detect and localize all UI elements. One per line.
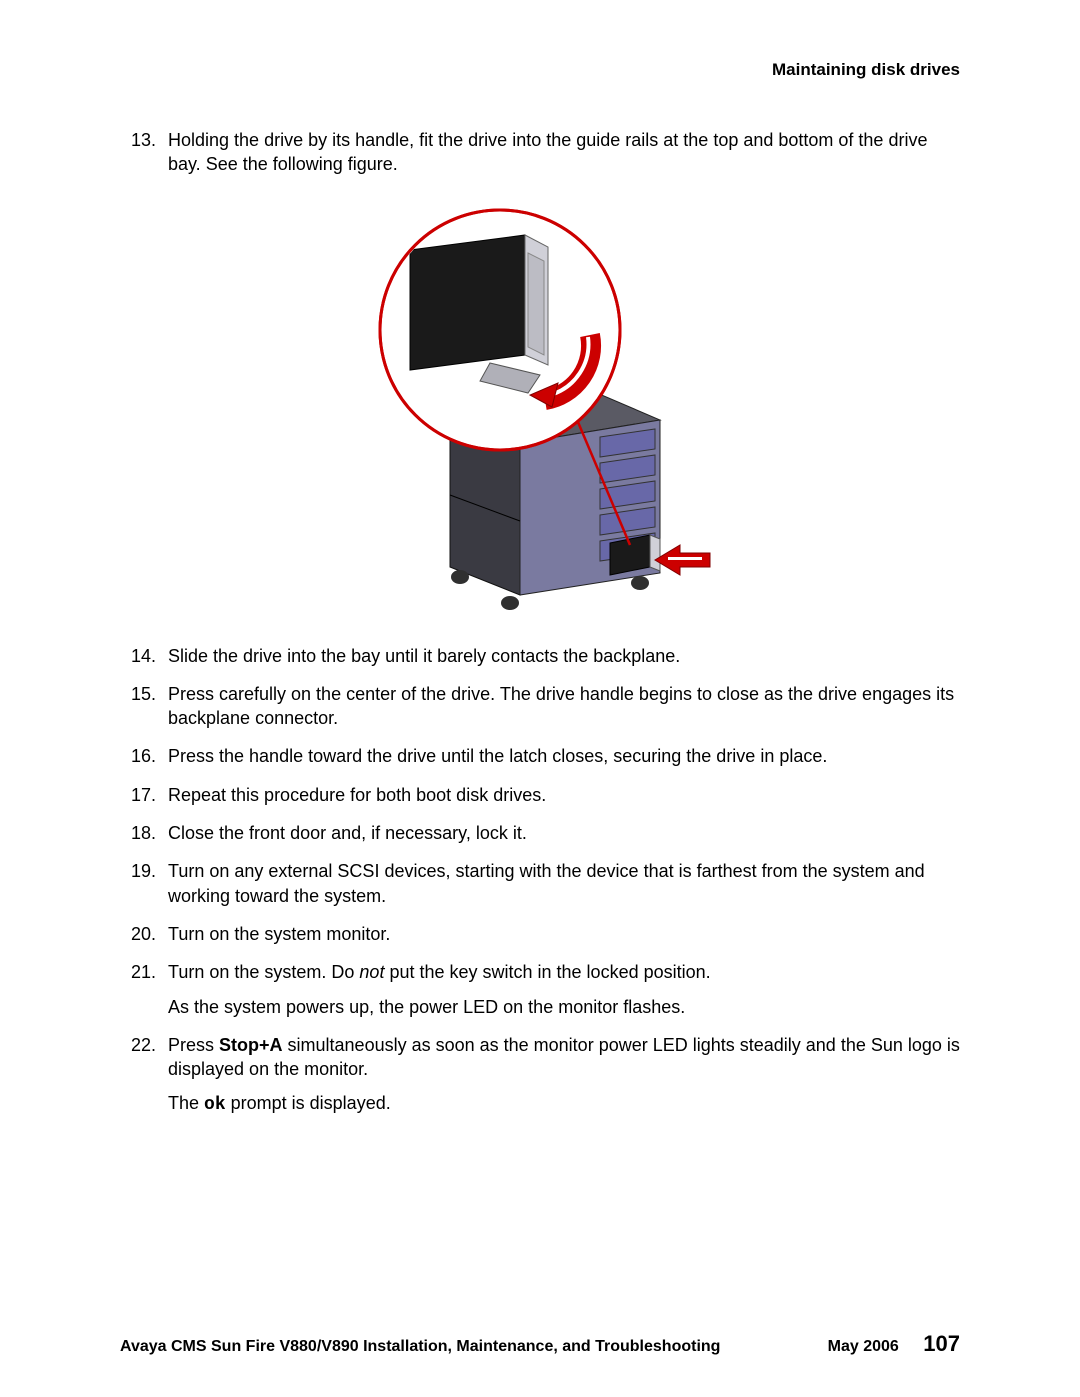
step-text: Press carefully on the center of the dri… bbox=[168, 682, 960, 731]
step-item: 20.Turn on the system monitor. bbox=[120, 922, 960, 946]
step-number: 19. bbox=[120, 859, 168, 908]
steps-list: 13.Holding the drive by its handle, fit … bbox=[120, 128, 960, 1118]
step-text: Press the handle toward the drive until … bbox=[168, 744, 960, 768]
figure-container bbox=[120, 195, 960, 620]
step-text: Turn on the system monitor. bbox=[168, 922, 960, 946]
step-number: 16. bbox=[120, 744, 168, 768]
section-header: Maintaining disk drives bbox=[120, 60, 960, 80]
step-number: 18. bbox=[120, 821, 168, 845]
step-number: 13. bbox=[120, 128, 168, 177]
step-item: 16.Press the handle toward the drive unt… bbox=[120, 744, 960, 768]
footer-page-number: 107 bbox=[923, 1331, 960, 1356]
document-page: Maintaining disk drives 13.Holding the d… bbox=[0, 0, 1080, 1397]
step-number: 14. bbox=[120, 644, 168, 668]
drive-install-figure bbox=[340, 195, 740, 615]
page-footer: Avaya CMS Sun Fire V880/V890 Installatio… bbox=[120, 1331, 960, 1357]
step-text: Holding the drive by its handle, fit the… bbox=[168, 128, 960, 177]
insert-arrow-icon bbox=[655, 545, 710, 575]
step-number: 17. bbox=[120, 783, 168, 807]
step-item: 18.Close the front door and, if necessar… bbox=[120, 821, 960, 845]
step-item: 14.Slide the drive into the bay until it… bbox=[120, 644, 960, 668]
step-item: 17.Repeat this procedure for both boot d… bbox=[120, 783, 960, 807]
step-number: 21. bbox=[120, 960, 168, 1019]
step-text: Press Stop+A simultaneously as soon as t… bbox=[168, 1033, 960, 1118]
footer-right: May 2006 107 bbox=[828, 1331, 960, 1357]
step-number: 20. bbox=[120, 922, 168, 946]
step-text: Repeat this procedure for both boot disk… bbox=[168, 783, 960, 807]
step-number: 22. bbox=[120, 1033, 168, 1118]
footer-date: May 2006 bbox=[828, 1338, 899, 1355]
step-subpara: The ok prompt is displayed. bbox=[168, 1091, 960, 1117]
step-subpara: As the system powers up, the power LED o… bbox=[168, 995, 960, 1019]
step-item: 19.Turn on any external SCSI devices, st… bbox=[120, 859, 960, 908]
step-text: Slide the drive into the bay until it ba… bbox=[168, 644, 960, 668]
step-text: Turn on the system. Do not put the key s… bbox=[168, 960, 960, 1019]
step-item: 22.Press Stop+A simultaneously as soon a… bbox=[120, 1033, 960, 1118]
step-item: 13.Holding the drive by its handle, fit … bbox=[120, 128, 960, 177]
step-number: 15. bbox=[120, 682, 168, 731]
footer-doc-title: Avaya CMS Sun Fire V880/V890 Installatio… bbox=[120, 1338, 720, 1356]
step-text: Turn on any external SCSI devices, start… bbox=[168, 859, 960, 908]
step-item: 21.Turn on the system. Do not put the ke… bbox=[120, 960, 960, 1019]
step-text: Close the front door and, if necessary, … bbox=[168, 821, 960, 845]
step-item: 15.Press carefully on the center of the … bbox=[120, 682, 960, 731]
